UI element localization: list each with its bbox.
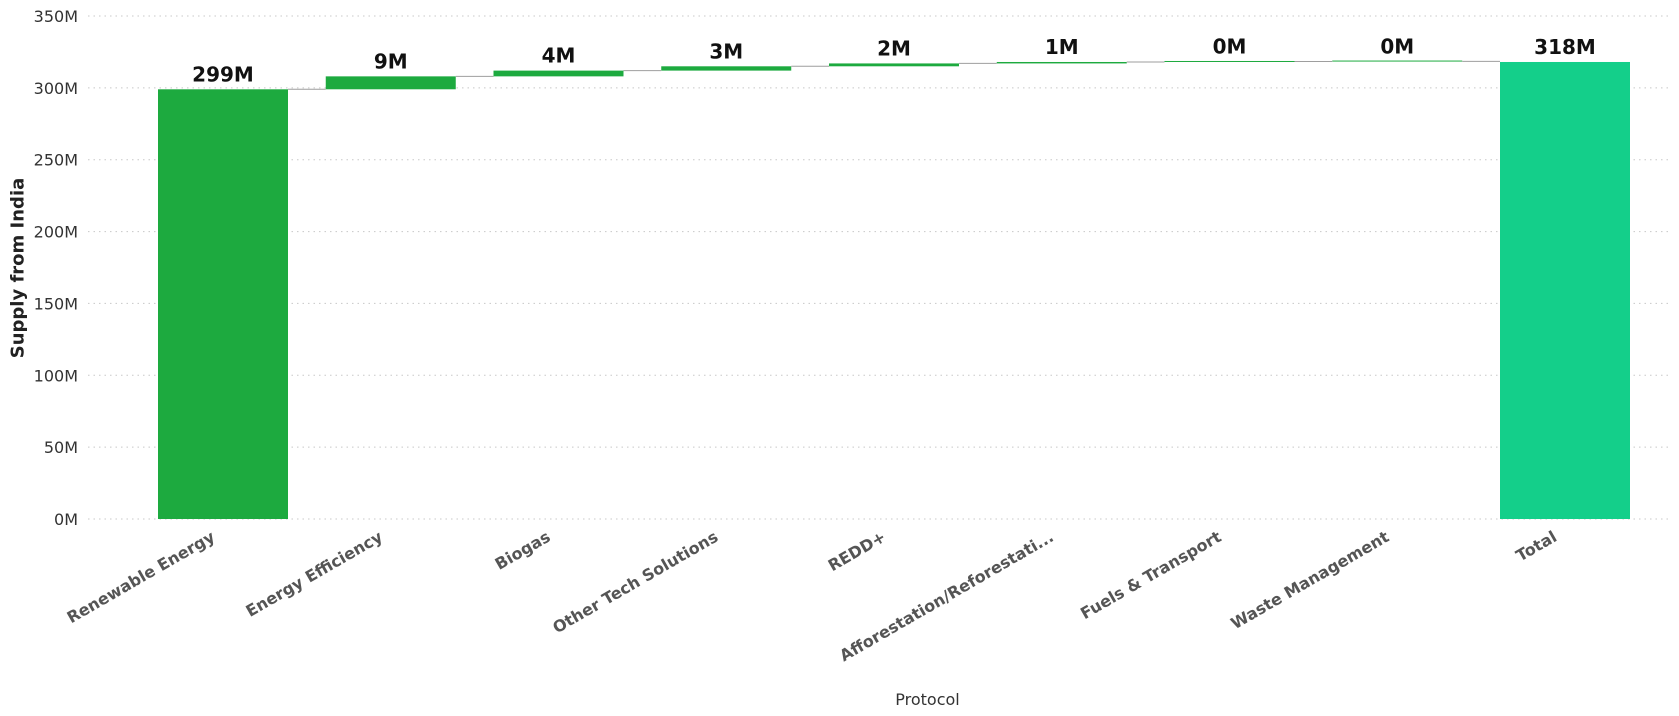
- bar: [158, 89, 288, 520]
- x-tick-label: Energy Efficiency: [243, 527, 387, 621]
- y-tick-label: 250M: [34, 151, 78, 170]
- bar: [661, 66, 792, 71]
- data-label: 9M: [374, 49, 408, 73]
- x-axis-title: Protocol: [895, 690, 960, 709]
- data-label: 2M: [877, 36, 911, 60]
- y-axis-title-text: Supply from India: [7, 177, 29, 359]
- x-tick-label: Other Tech Solutions: [549, 527, 721, 637]
- data-label: 299M: [192, 62, 254, 86]
- bar: [1164, 60, 1295, 62]
- data-label: 1M: [1045, 35, 1079, 59]
- x-tick-label: REDD+: [825, 527, 889, 575]
- bar: [493, 70, 624, 77]
- y-tick-label: 100M: [34, 366, 78, 385]
- x-tick-label: Waste Management: [1228, 527, 1393, 633]
- y-tick-label: 150M: [34, 294, 78, 313]
- bar: [1332, 60, 1463, 62]
- y-tick-label: 300M: [34, 79, 78, 98]
- bar: [996, 61, 1127, 64]
- bar: [829, 63, 959, 67]
- y-tick-label: 200M: [34, 223, 78, 242]
- data-label: 3M: [709, 39, 743, 63]
- x-tick-label: Fuels & Transport: [1077, 527, 1225, 623]
- y-tick-label: 50M: [44, 438, 78, 457]
- x-tick-label: Total: [1513, 527, 1560, 565]
- y-axis-title: Supply from India: [4, 178, 32, 359]
- y-tick-label: 350M: [34, 7, 78, 26]
- data-label: 318M: [1534, 35, 1596, 59]
- y-tick-label: 0M: [54, 510, 78, 529]
- bar: [1500, 61, 1630, 519]
- bar: [325, 76, 456, 90]
- data-label: 4M: [542, 44, 576, 68]
- data-label: 0M: [1213, 35, 1247, 59]
- x-tick-label: Renewable Energy: [64, 527, 219, 627]
- x-tick-label: Biogas: [492, 527, 554, 574]
- data-label: 0M: [1380, 34, 1414, 58]
